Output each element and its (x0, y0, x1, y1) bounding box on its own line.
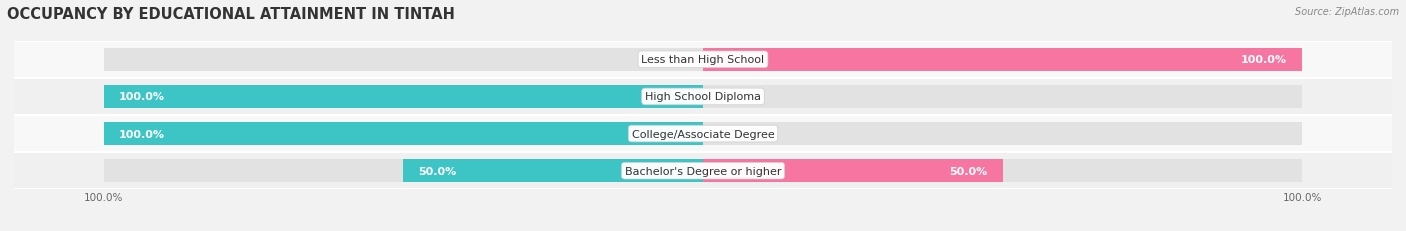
Bar (104, 85, 703, 109)
Bar (104, 122, 703, 146)
Bar (14, 79, 1392, 116)
Bar (104, 122, 703, 146)
Text: Less than High School: Less than High School (641, 55, 765, 65)
Text: 50.0%: 50.0% (949, 166, 987, 176)
Text: 0.0%: 0.0% (718, 129, 747, 139)
Bar (703, 159, 1302, 182)
Bar (104, 159, 703, 182)
Bar (703, 122, 1302, 146)
Bar (404, 159, 703, 182)
Text: 100.0%: 100.0% (120, 129, 165, 139)
Text: 100.0%: 100.0% (1241, 55, 1286, 65)
Bar (703, 49, 1302, 72)
Bar (14, 152, 1392, 189)
Text: 0.0%: 0.0% (659, 55, 688, 65)
Text: 0.0%: 0.0% (718, 92, 747, 102)
Text: College/Associate Degree: College/Associate Degree (631, 129, 775, 139)
Bar (14, 42, 1392, 79)
Bar (703, 159, 1002, 182)
Text: OCCUPANCY BY EDUCATIONAL ATTAINMENT IN TINTAH: OCCUPANCY BY EDUCATIONAL ATTAINMENT IN T… (7, 7, 456, 22)
Bar (703, 49, 1302, 72)
Text: Bachelor's Degree or higher: Bachelor's Degree or higher (624, 166, 782, 176)
Text: 50.0%: 50.0% (419, 166, 457, 176)
Bar (104, 85, 703, 109)
Bar (14, 116, 1392, 152)
Bar (703, 85, 1302, 109)
Text: Source: ZipAtlas.com: Source: ZipAtlas.com (1295, 7, 1399, 17)
Text: 100.0%: 100.0% (120, 92, 165, 102)
Bar (104, 49, 703, 72)
Text: High School Diploma: High School Diploma (645, 92, 761, 102)
